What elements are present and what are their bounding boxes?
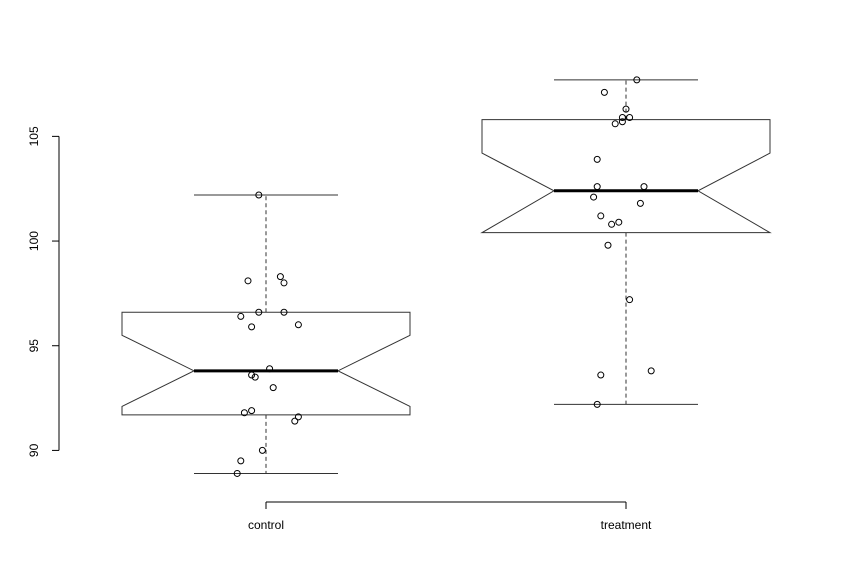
data-point-treatment [600,88,608,96]
data-point-treatment [608,220,616,228]
data-point-control [237,457,245,465]
data-point-treatment [640,183,648,191]
data-point-treatment [626,114,634,122]
data-point-treatment [604,241,612,249]
data-point-treatment [590,193,598,201]
data-point-control [258,446,266,454]
boxes [121,79,772,474]
y-tick-label: 95 [27,339,41,353]
data-point-control [248,407,256,415]
data-point-treatment [647,367,655,375]
data-points [233,76,655,477]
data-point-treatment [626,296,634,304]
data-point-control [280,308,288,316]
data-point-control [237,312,245,320]
data-point-control [240,409,248,417]
x-tick-label-treatment: treatment [601,518,652,532]
data-point-control [255,308,263,316]
y-axis: 90 95 100 105 [27,126,60,457]
notched-box [121,311,411,416]
data-point-treatment [615,218,623,226]
data-point-treatment [597,371,605,379]
data-point-control [291,417,299,425]
data-point-treatment [618,114,626,122]
data-point-treatment [593,183,601,191]
data-point-control [280,279,288,287]
notched-box [480,119,772,234]
data-point-control [276,273,284,281]
data-point-control [294,321,302,329]
data-point-control [255,191,263,199]
data-point-control [251,373,259,381]
data-point-treatment [622,105,630,113]
y-tick-label: 90 [27,443,41,457]
data-point-control [266,365,274,373]
x-axis: control treatment [248,501,652,532]
box-control [121,194,411,474]
data-point-treatment [636,199,644,207]
data-point-control [269,384,277,392]
data-point-treatment [597,212,605,220]
data-point-treatment [611,120,619,128]
y-tick-label: 105 [27,126,41,146]
data-point-control [233,469,241,477]
data-point-control [248,371,256,379]
box-treatment [480,79,772,405]
data-point-treatment [593,400,601,408]
x-tick-label-control: control [248,518,284,532]
data-point-treatment [593,155,601,163]
data-point-control [294,413,302,421]
data-point-control [244,277,252,285]
data-point-treatment [633,76,641,84]
y-tick-label: 100 [27,231,41,251]
data-point-control [248,323,256,331]
data-point-treatment [618,118,626,126]
